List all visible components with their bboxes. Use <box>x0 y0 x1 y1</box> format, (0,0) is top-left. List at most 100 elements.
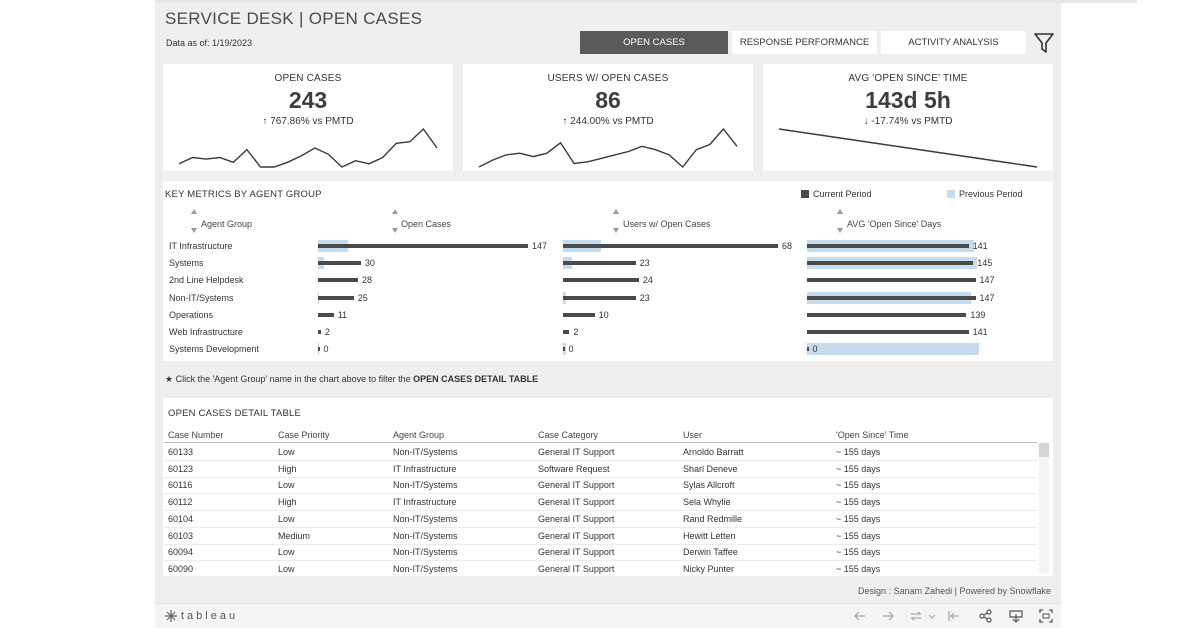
bar-value-open-cases: 25 <box>357 292 368 303</box>
table-cell: Derwin Taffee <box>683 547 738 558</box>
table-cell: Medium <box>278 530 311 541</box>
scrollbar-thumb[interactable] <box>1039 443 1049 457</box>
key-metrics-panel: KEY METRICS BY AGENT GROUP Current Perio… <box>163 181 1053 361</box>
table-cell: Non-IT/Systems <box>393 513 458 524</box>
bar-value-avg-days: 141 <box>972 327 988 337</box>
tab-open-cases[interactable]: OPEN CASES <box>580 31 728 54</box>
kpi-title: OPEN CASES <box>274 73 342 84</box>
filter-hint-bold: OPEN CASES DETAIL TABLE <box>413 374 539 384</box>
table-cell: Software Request <box>538 463 610 474</box>
col-header-users[interactable]: Users w/ Open Cases <box>623 219 711 229</box>
download-icon[interactable] <box>1009 609 1023 623</box>
sort-icon[interactable] <box>836 208 844 234</box>
col-header-open-cases[interactable]: Open Cases <box>401 219 452 229</box>
bar-current-users <box>563 261 636 266</box>
kpi-delta: ↑ 244.00% vs PMTD <box>562 116 654 127</box>
table-cell: IT Infrastructure <box>393 497 457 508</box>
bar-current-users <box>563 330 570 334</box>
bar-value-avg-days: 147 <box>979 292 995 303</box>
undo-icon[interactable] <box>853 609 867 623</box>
table-row[interactable]: 60123 High IT Infrastructure Software Reque… <box>164 461 1037 478</box>
bar-current-users <box>563 347 565 352</box>
table-cell: 60133 <box>168 447 194 457</box>
bar-current-users <box>563 295 636 300</box>
chevron-down-icon[interactable] <box>928 609 936 623</box>
bar-value-open-cases: 0 <box>323 344 329 355</box>
sort-icon[interactable] <box>612 208 620 234</box>
top-divider <box>155 0 1137 3</box>
table-cell: General IT Support <box>538 563 615 574</box>
agent-group-label[interactable]: Non-IT/Systems <box>169 292 234 303</box>
bar-current-avg-days <box>807 278 976 283</box>
th-open-since[interactable]: 'Open Since' Time <box>836 430 909 440</box>
sort-icon[interactable] <box>391 208 399 234</box>
share-icon[interactable] <box>979 609 993 623</box>
agent-group-label[interactable]: Web Infrastructure <box>169 327 243 337</box>
redo-icon[interactable] <box>881 609 895 623</box>
th-case-category[interactable]: Case Category <box>538 430 599 440</box>
bar-value-avg-days: 0 <box>812 344 818 355</box>
table-cell: Low <box>278 447 295 457</box>
table-cell: 60123 <box>168 463 194 474</box>
table-row[interactable]: 60090 Low Non-IT/Systems General IT Support… <box>164 561 1037 576</box>
sort-icon[interactable] <box>190 208 198 234</box>
kpi-delta: ↓ -17.74% vs PMTD <box>863 116 953 127</box>
bar-current-open-cases <box>318 244 528 248</box>
col-header-agent-group[interactable]: Agent Group <box>201 219 253 229</box>
th-user[interactable]: User <box>683 430 703 440</box>
dashboard-title: SERVICE DESK | OPEN CASES <box>165 9 423 28</box>
table-row[interactable]: 60103 Medium Non-IT/Systems General IT Supp… <box>164 528 1037 545</box>
table-cell: Non-IT/Systems <box>393 480 458 491</box>
legend-current-swatch <box>801 190 809 198</box>
bar-value-avg-days: 147 <box>979 275 995 286</box>
filter-icon[interactable] <box>1033 31 1055 55</box>
table-cell: Arnoldo Barratt <box>683 447 744 457</box>
table-row[interactable]: 60104 Low Non-IT/Systems General IT Support… <box>164 511 1037 528</box>
agent-group-label[interactable]: IT Infrastructure <box>169 241 233 251</box>
table-cell: IT Infrastructure <box>393 463 457 474</box>
fullscreen-icon[interactable] <box>1039 609 1053 623</box>
bar-current-avg-days <box>807 295 976 300</box>
tab-activity-analysis[interactable]: ACTIVITY ANALYSIS <box>881 31 1026 54</box>
agent-group-label[interactable]: Operations <box>169 309 214 320</box>
nav-tabs: OPEN CASES RESPONSE PERFORMANCE ACTIVITY… <box>580 31 1026 54</box>
scrollbar-track[interactable] <box>1039 443 1049 573</box>
revert-icon[interactable] <box>909 609 923 623</box>
kpi-value: 86 <box>595 87 621 113</box>
bar-value-avg-days: 139 <box>970 309 986 320</box>
table-cell: ~ 155 days <box>836 547 881 558</box>
bar-previous-users <box>563 343 567 356</box>
bar-value-users: 10 <box>598 309 609 320</box>
table-cell: 60116 <box>168 480 193 491</box>
table-cell: Sela Whylie <box>683 497 731 508</box>
table-cell: ~ 155 days <box>836 497 881 508</box>
col-header-avg-days[interactable]: AVG 'Open Since' Days <box>847 219 942 229</box>
agent-group-label[interactable]: 2nd Line Helpdesk <box>169 275 244 286</box>
table-row[interactable]: 60116 Low Non-IT/Systems General IT Support… <box>164 477 1037 495</box>
kpi-users-open-cases: USERS W/ OPEN CASES 86 ↑ 244.00% vs PMTD <box>463 64 753 171</box>
table-cell: General IT Support <box>538 497 615 508</box>
tab-response-performance[interactable]: RESPONSE PERFORMANCE <box>732 31 877 54</box>
bar-current-avg-days <box>807 330 969 334</box>
bar-current-avg-days <box>807 347 809 352</box>
th-case-priority[interactable]: Case Priority <box>278 430 330 440</box>
table-row[interactable]: 60133 Low Non-IT/Systems General IT Support… <box>164 444 1037 461</box>
table-cell: 60104 <box>168 513 194 524</box>
reset-icon[interactable] <box>947 609 961 623</box>
table-cell: General IT Support <box>538 513 615 524</box>
sparkline-path <box>478 127 738 169</box>
sparkline-users <box>478 127 738 169</box>
table-row[interactable]: 60094 Low Non-IT/Systems General IT Support… <box>164 544 1037 562</box>
th-case-number[interactable]: Case Number <box>168 430 224 440</box>
agent-group-label[interactable]: Systems <box>169 258 204 269</box>
sparkline-path <box>178 127 438 168</box>
table-cell: Sharl Deneve <box>683 463 738 474</box>
legend-previous: Previous Period <box>947 189 1023 199</box>
legend-current-label: Current Period <box>813 189 872 199</box>
th-agent-group[interactable]: Agent Group <box>393 430 445 440</box>
bar-current-users <box>563 244 778 248</box>
agent-group-label[interactable]: Systems Development <box>169 344 260 355</box>
table-cell: 60094 <box>168 547 194 558</box>
table-cell: Non-IT/Systems <box>393 530 458 541</box>
table-row[interactable]: 60112 High IT Infrastructure General IT Sup… <box>164 494 1037 512</box>
